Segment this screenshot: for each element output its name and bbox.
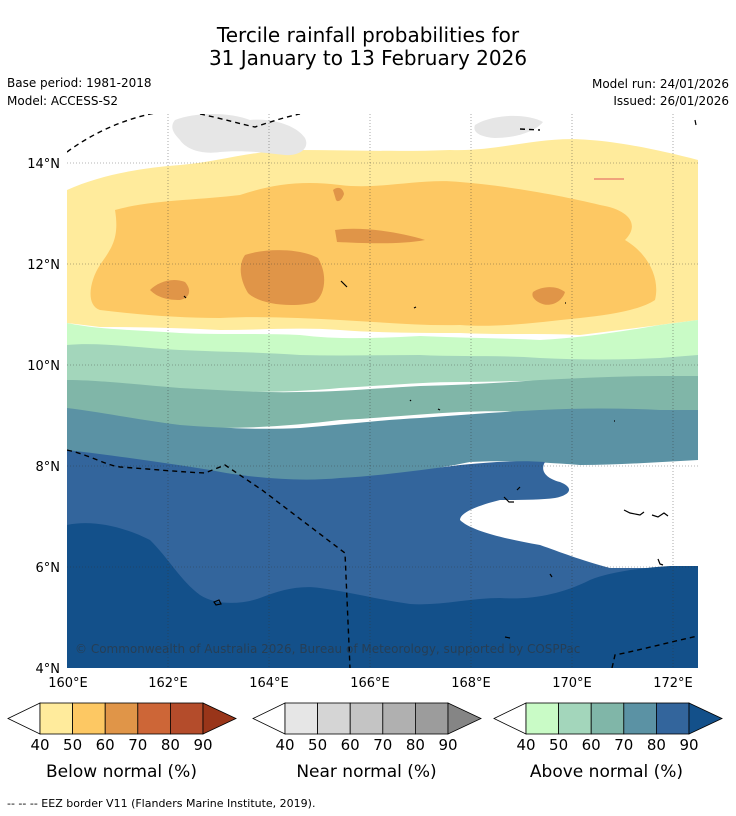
legend-tick: 50 (63, 736, 82, 754)
lon-tick: 168°E (451, 676, 491, 691)
legend-extend-high (202, 702, 237, 735)
legend-tick: 60 (341, 736, 360, 754)
legend-above-normal: 40 50 60 70 80 90 (493, 702, 723, 754)
legend-swatch (349, 702, 384, 735)
below-50-region (90, 181, 657, 326)
legend-swatch (104, 702, 139, 735)
near-40-patch-a (172, 114, 307, 156)
lat-tick: 4°N (36, 662, 61, 677)
legend-tick: 60 (96, 736, 115, 754)
lon-tick: 164°E (249, 676, 289, 691)
legend-near-normal-label: Near normal (%) (296, 762, 437, 782)
legend-tick: 90 (438, 736, 457, 754)
map-title-line1: Tercile rainfall probabilities for (216, 23, 520, 47)
lon-axis: 160°E 162°E 164°E 166°E 168°E 170°E 172°… (48, 676, 693, 691)
legend-tick: 50 (549, 736, 568, 754)
legend-extend-low (493, 702, 527, 735)
legend-swatch (623, 702, 657, 735)
lon-tick: 172°E (653, 676, 693, 691)
model-run: Model run: 24/01/2026 (591, 77, 729, 91)
probability-field: © Commonwealth of Australia 2026, Bureau… (67, 114, 698, 668)
lat-tick: 12°N (27, 258, 60, 273)
issued-date: Issued: 26/01/2026 (613, 94, 729, 108)
islands (183, 119, 697, 639)
legend-extend-high (688, 702, 723, 735)
legend-tick: 70 (614, 736, 633, 754)
lat-tick: 14°N (27, 157, 60, 172)
legend-swatch (169, 702, 204, 735)
legend-tick: 40 (30, 736, 49, 754)
legend-tick: 90 (679, 736, 698, 754)
below-60-patch-d (532, 287, 565, 305)
legend-extend-high (447, 702, 482, 735)
copyright-notice: © Commonwealth of Australia 2026, Bureau… (75, 642, 580, 656)
legend-swatch (284, 702, 318, 735)
legend-swatch (317, 702, 351, 735)
legend-tick: 80 (406, 736, 425, 754)
lon-tick: 160°E (48, 676, 88, 691)
legend-tick: 80 (161, 736, 180, 754)
legend-extend-low (7, 702, 41, 735)
above-90-region (67, 523, 698, 668)
eez-footer-note: -- -- -- EEZ border V11 (Flanders Marine… (7, 797, 316, 810)
legend-swatch (382, 702, 416, 735)
legend-swatch (558, 702, 592, 735)
legend-tick: 50 (308, 736, 327, 754)
lat-tick: 10°N (27, 359, 60, 374)
legend-above-normal-label: Above normal (%) (529, 762, 684, 782)
legend-below-normal: 40 50 60 70 80 90 (7, 702, 237, 754)
lon-tick: 166°E (350, 676, 390, 691)
lat-tick: 8°N (36, 460, 61, 475)
legend-tick: 70 (128, 736, 147, 754)
below-60-patch-e (333, 187, 344, 202)
legend-tick: 80 (647, 736, 666, 754)
legend-near-normal: 40 50 60 70 80 90 (252, 702, 482, 754)
near-40-patch-b (474, 115, 543, 138)
legend-tick: 90 (193, 736, 212, 754)
legend-extend-low (252, 702, 286, 735)
legend-tick: 40 (516, 736, 535, 754)
below-60-patch-c (335, 228, 425, 244)
legend-swatch (414, 702, 449, 735)
legend-swatch (590, 702, 625, 735)
legend-below-normal-label: Below normal (%) (46, 762, 197, 782)
legend-swatch (72, 702, 106, 735)
lat-axis: 14°N 12°N 10°N 8°N 6°N 4°N (27, 157, 60, 677)
lon-tick: 162°E (148, 676, 188, 691)
lon-tick: 170°E (552, 676, 592, 691)
map-title-line2: 31 January to 13 February 2026 (208, 46, 528, 70)
above-60-region (67, 376, 698, 428)
legend-tick: 70 (373, 736, 392, 754)
base-period: Base period: 1981-2018 (7, 76, 152, 90)
legend-tick: 40 (275, 736, 294, 754)
legend-swatch (656, 702, 690, 735)
model-name: Model: ACCESS-S2 (7, 94, 119, 108)
graticule (67, 114, 698, 668)
legend-swatch (137, 702, 171, 735)
legend-swatch (525, 702, 559, 735)
lat-tick: 6°N (36, 561, 61, 576)
legend-swatch (39, 702, 73, 735)
legend-tick: 60 (582, 736, 601, 754)
below-60-patch-b (150, 279, 190, 300)
eez-borders (67, 114, 698, 668)
below-60-patch-a (240, 250, 325, 305)
